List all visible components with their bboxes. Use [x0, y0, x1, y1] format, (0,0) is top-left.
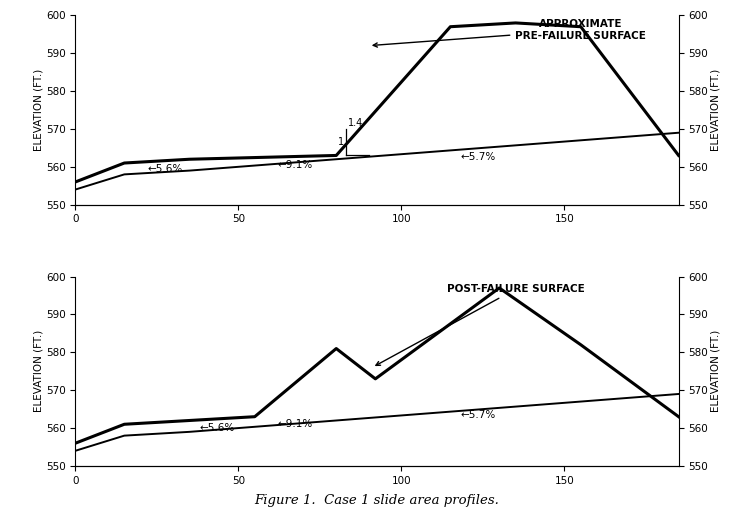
Text: ←9.1%: ←9.1%	[277, 160, 313, 170]
Text: 1: 1	[339, 137, 345, 147]
Y-axis label: ELEVATION (FT.): ELEVATION (FT.)	[711, 69, 721, 151]
Y-axis label: ELEVATION (FT.): ELEVATION (FT.)	[33, 330, 43, 412]
Text: Figure 1.  Case 1 slide area profiles.: Figure 1. Case 1 slide area profiles.	[255, 494, 499, 507]
Text: ←5.6%: ←5.6%	[147, 164, 182, 174]
Y-axis label: ELEVATION (FT.): ELEVATION (FT.)	[711, 330, 721, 412]
Text: 1.4: 1.4	[348, 118, 363, 128]
Text: ←9.1%: ←9.1%	[277, 419, 313, 429]
Text: ←5.6%: ←5.6%	[199, 423, 234, 433]
Text: ←5.7%: ←5.7%	[460, 153, 495, 162]
Text: APPROXIMATE
PRE-FAILURE SURFACE: APPROXIMATE PRE-FAILURE SURFACE	[373, 19, 646, 47]
Text: ←5.7%: ←5.7%	[460, 410, 495, 420]
Y-axis label: ELEVATION (FT.): ELEVATION (FT.)	[33, 69, 43, 151]
Text: POST-FAILURE SURFACE: POST-FAILURE SURFACE	[376, 284, 584, 366]
